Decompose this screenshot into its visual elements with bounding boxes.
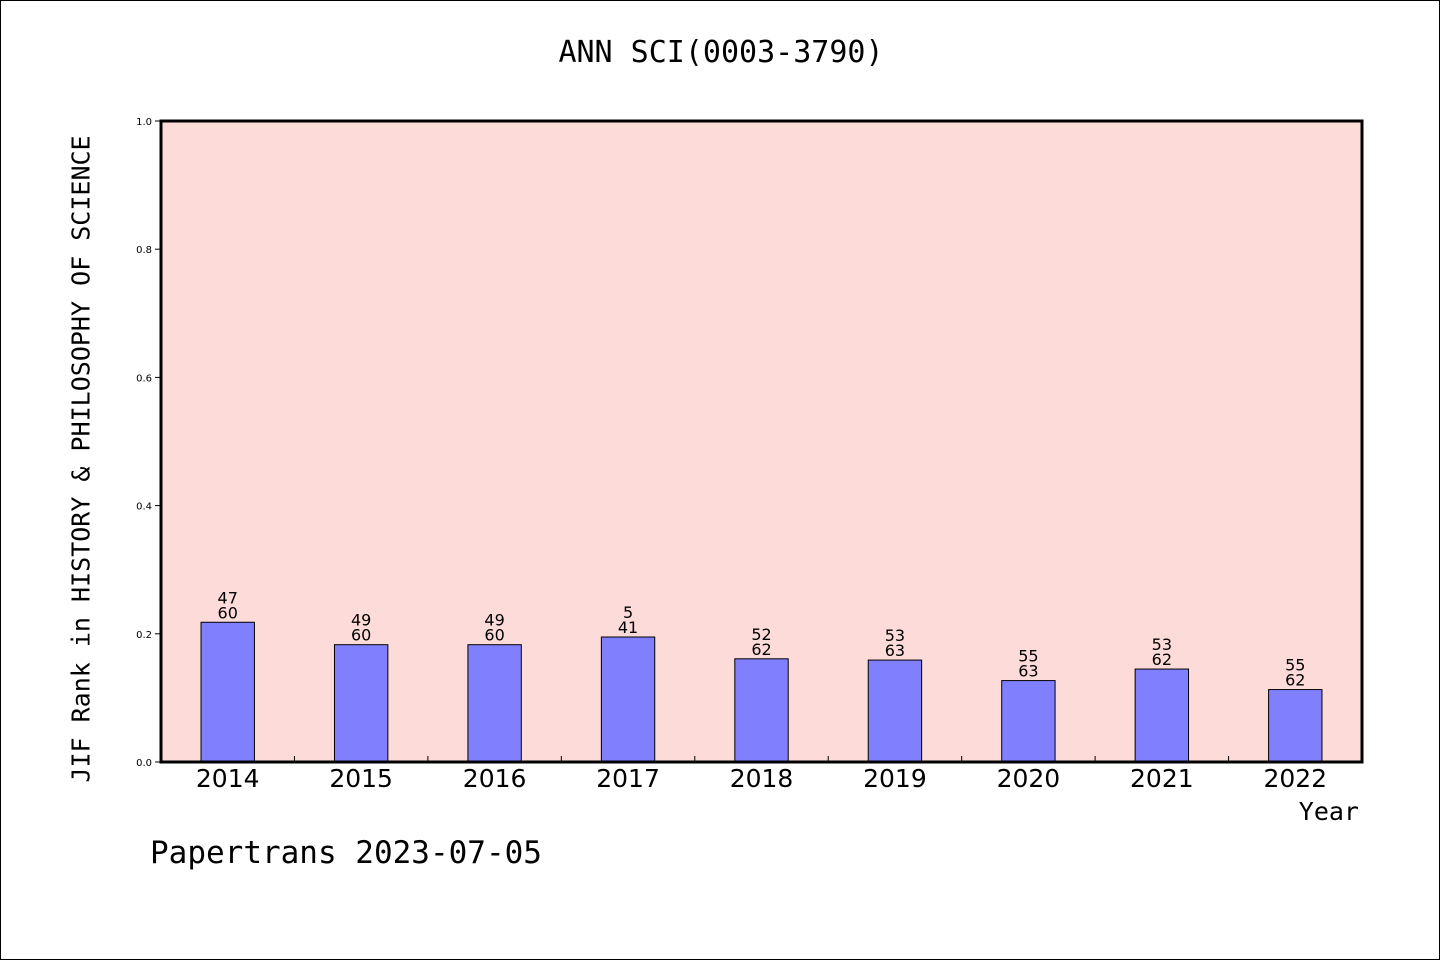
bar	[467, 644, 522, 763]
y-tick-label: 0.2	[136, 630, 152, 641]
bar-rank-label: 53	[885, 626, 905, 645]
y-tick-label: 0.8	[136, 245, 152, 256]
plot-border	[159, 119, 1364, 764]
x-tick-label: 2017	[596, 764, 660, 793]
y-tick-label: 1.0	[136, 117, 152, 128]
bar	[867, 659, 923, 763]
bar	[1001, 680, 1056, 763]
bar-rank-label: 52	[751, 625, 771, 644]
chart-title: ANN SCI(0003-3790)	[558, 35, 884, 70]
x-tick-label: 2014	[196, 764, 260, 793]
bar-rank-label: 49	[484, 611, 504, 630]
y-tick-label: 0.4	[136, 502, 152, 513]
bar	[734, 658, 789, 763]
bar-total-label: 63	[885, 641, 905, 660]
bar-total-label: 60	[218, 603, 238, 622]
bar-total-label: 62	[751, 640, 771, 659]
bar-rank-label: 53	[1152, 635, 1172, 654]
x-tick-label: 2021	[1130, 764, 1194, 793]
bar	[600, 636, 656, 763]
x-tick-label: 2022	[1263, 764, 1327, 793]
bar-total-label: 62	[1285, 671, 1305, 690]
bar	[200, 621, 255, 763]
bar-total-label: 62	[1152, 650, 1172, 669]
y-axis-label: JIF Rank in HISTORY & PHILOSOPHY OF SCIE…	[66, 135, 96, 783]
bar-rank-label: 55	[1018, 647, 1038, 666]
x-tick-label: 2016	[463, 764, 527, 793]
bar-total-label: 60	[484, 626, 504, 645]
bar-total-label: 60	[351, 626, 371, 645]
bar	[1134, 668, 1190, 763]
x-tick-label: 2015	[329, 764, 393, 793]
x-tick-label: 2020	[997, 764, 1061, 793]
bar-rank-label: 5	[623, 603, 633, 622]
x-tick-label: 2018	[730, 764, 794, 793]
y-tick-label: 0.6	[136, 373, 152, 384]
bar-rank-label: 49	[351, 611, 371, 630]
x-axis-label: Year	[1298, 797, 1359, 826]
bar-total-label: 41	[618, 618, 638, 637]
bar-rank-label: 47	[218, 588, 238, 607]
footer-credit: Papertrans 2023-07-05	[150, 835, 542, 871]
bar-total-label: 63	[1018, 662, 1038, 681]
bar	[1268, 689, 1323, 763]
y-tick-label: 0.0	[136, 758, 152, 769]
x-tick-label: 2019	[863, 764, 927, 793]
bar	[333, 644, 389, 763]
bar-rank-label: 55	[1285, 656, 1305, 675]
